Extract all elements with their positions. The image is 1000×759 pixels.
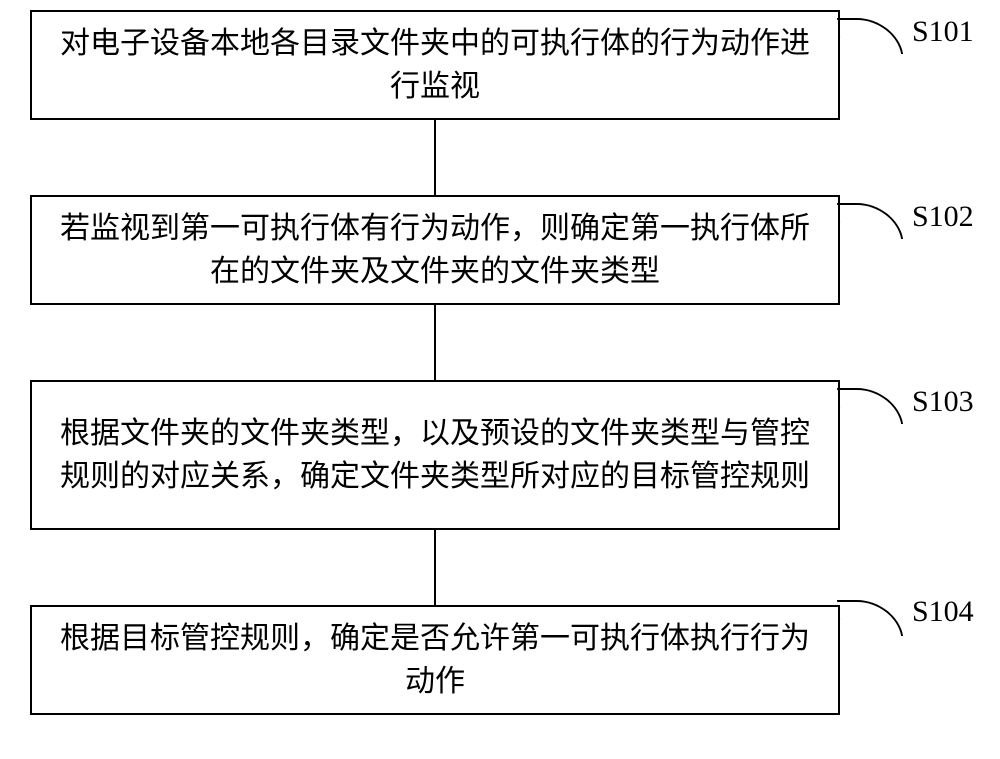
- connector-s101-s102: [434, 120, 436, 195]
- step-text: 根据文件夹的文件夹类型，以及预设的文件夹类型与管控规则的对应关系，确定文件夹类型…: [52, 412, 818, 499]
- step-text: 对电子设备本地各目录文件夹中的可执行体的行为动作进行监视: [52, 22, 818, 109]
- label-curve-s104: [837, 600, 903, 636]
- step-label-s102: S102: [912, 200, 974, 234]
- label-curve-s102: [837, 203, 903, 239]
- connector-s102-s103: [434, 305, 436, 380]
- step-box-s104: 根据目标管控规则，确定是否允许第一可执行体执行行为动作: [30, 605, 840, 715]
- step-label-s101: S101: [912, 15, 974, 49]
- connector-s103-s104: [434, 530, 436, 605]
- flowchart-canvas: 对电子设备本地各目录文件夹中的可执行体的行为动作进行监视 S101 若监视到第一…: [0, 0, 1000, 759]
- step-box-s101: 对电子设备本地各目录文件夹中的可执行体的行为动作进行监视: [30, 10, 840, 120]
- label-curve-s101: [837, 18, 903, 54]
- step-text: 若监视到第一可执行体有行为动作，则确定第一执行体所在的文件夹及文件夹的文件夹类型: [52, 207, 818, 294]
- step-text: 根据目标管控规则，确定是否允许第一可执行体执行行为动作: [52, 617, 818, 704]
- step-label-s104: S104: [912, 595, 974, 629]
- step-label-s103: S103: [912, 385, 974, 419]
- step-box-s102: 若监视到第一可执行体有行为动作，则确定第一执行体所在的文件夹及文件夹的文件夹类型: [30, 195, 840, 305]
- label-curve-s103: [837, 388, 903, 424]
- step-box-s103: 根据文件夹的文件夹类型，以及预设的文件夹类型与管控规则的对应关系，确定文件夹类型…: [30, 380, 840, 530]
